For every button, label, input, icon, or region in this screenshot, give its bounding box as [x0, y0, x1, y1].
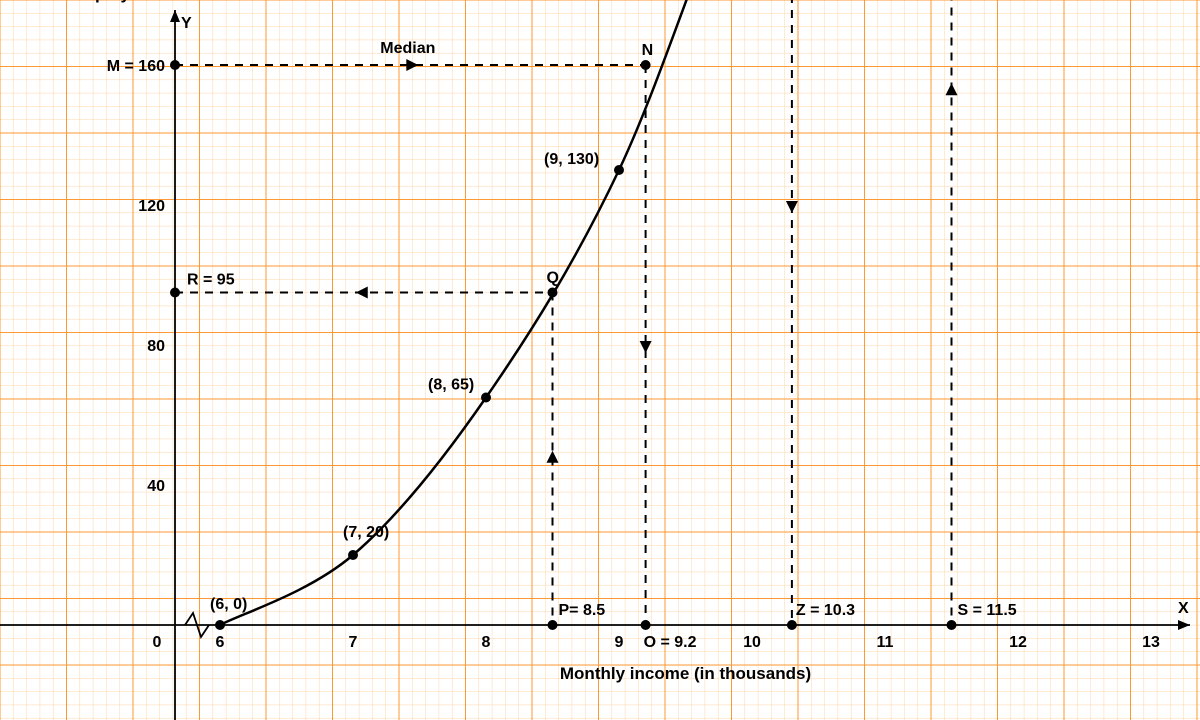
x-tick: 9: [615, 634, 624, 651]
x-tick: 11: [877, 634, 894, 651]
data-point: [348, 550, 358, 560]
data-point: [215, 620, 225, 630]
y-axis-title: No. of employees: [18, 0, 159, 3]
y-tick: 0: [153, 634, 162, 651]
y-tick: 40: [147, 478, 165, 495]
data-point-label: (9, 130): [544, 151, 599, 168]
data-point: [481, 393, 491, 403]
x-axis-label: X: [1178, 600, 1189, 617]
x-tick: 6: [216, 634, 225, 651]
x-tick: 12: [1009, 634, 1027, 651]
x-tick: 10: [743, 634, 761, 651]
label-S: S = 11.5: [958, 602, 1017, 619]
label-Z: Z = 10.3: [796, 602, 855, 619]
label-median: Median: [380, 40, 435, 57]
y-axis-label: Y: [181, 15, 192, 32]
y-tick: 120: [138, 198, 165, 215]
label-P: P= 8.5: [559, 602, 606, 619]
label-O: O = 9.2: [644, 634, 697, 651]
label-Q: Q: [547, 270, 559, 287]
data-point-label: (6, 0): [210, 596, 247, 613]
label-R: R = 95: [187, 272, 235, 289]
x-tick: 13: [1142, 634, 1160, 651]
data-point-label: (7, 20): [343, 524, 389, 541]
ogive-chart: 67891011121304080120200280320YXMonthly i…: [0, 0, 1200, 720]
data-point: [614, 165, 624, 175]
x-axis-title: Monthly income (in thousands): [560, 664, 811, 683]
x-tick: 8: [482, 634, 491, 651]
x-tick: 7: [349, 634, 358, 651]
data-point-label: (8, 65): [428, 377, 474, 394]
y-tick: 80: [147, 338, 165, 355]
label-M: M = 160: [107, 58, 165, 75]
label-N: N: [642, 42, 654, 59]
